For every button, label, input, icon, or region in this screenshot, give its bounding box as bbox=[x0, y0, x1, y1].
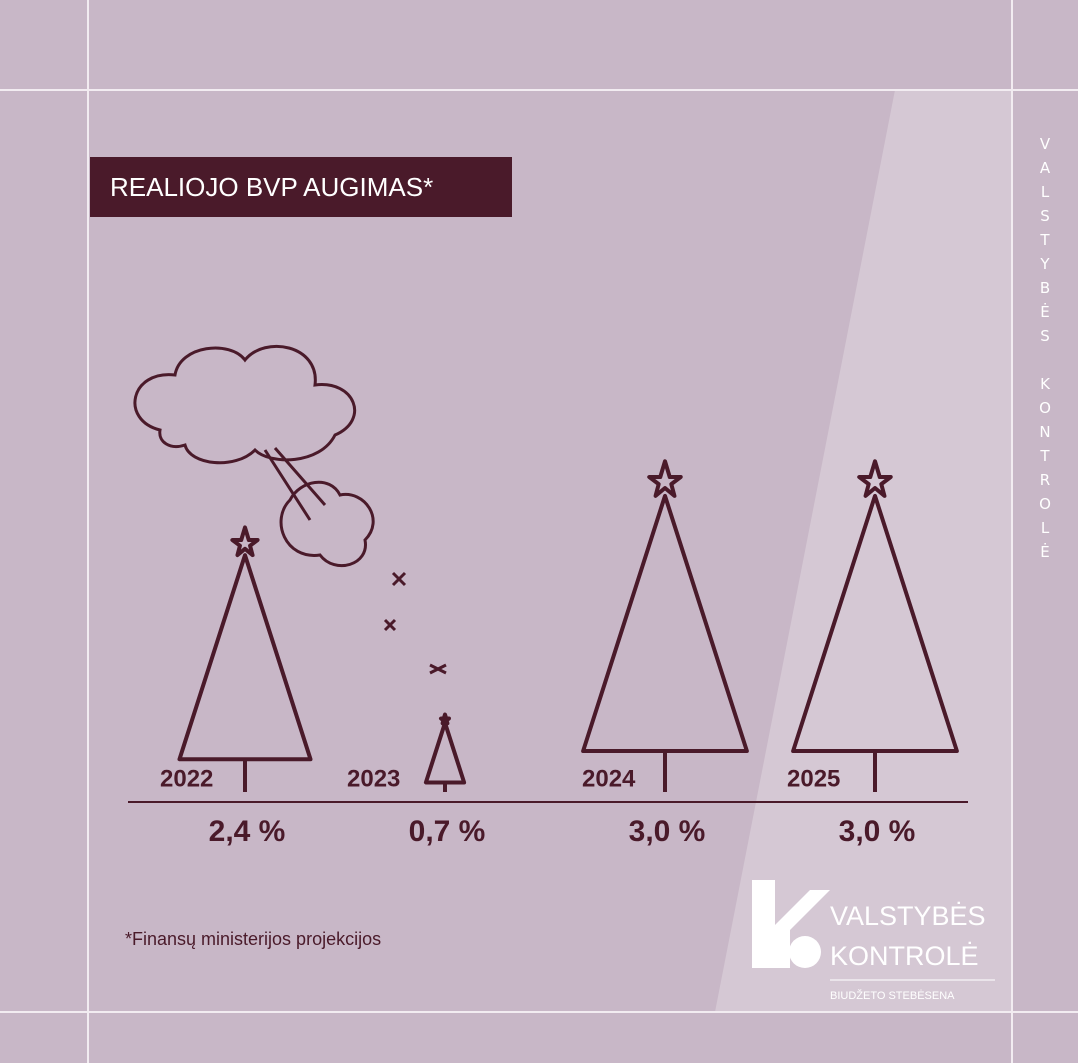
year-label: 2024 bbox=[582, 765, 636, 792]
page: REALIOJO BVP AUGIMAS* *Finansų ministeri… bbox=[0, 0, 1078, 1063]
footnote: *Finansų ministerijos projekcijos bbox=[125, 929, 381, 949]
year-label: 2023 bbox=[347, 765, 400, 792]
value-label: 3,0 % bbox=[629, 815, 706, 848]
value-label: 2,4 % bbox=[209, 815, 286, 848]
year-label: 2025 bbox=[787, 765, 840, 792]
chart-title: REALIOJO BVP AUGIMAS* bbox=[110, 172, 433, 202]
value-label: 0,7 % bbox=[409, 815, 486, 848]
chart: REALIOJO BVP AUGIMAS* *Finansų ministeri… bbox=[0, 0, 1078, 1063]
value-label: 3,0 % bbox=[839, 815, 916, 848]
logo-line2: KONTROLĖ bbox=[830, 940, 979, 971]
year-label: 2022 bbox=[160, 765, 213, 792]
logo-line1: VALSTYBĖS bbox=[830, 900, 986, 931]
logo-subtitle: BIUDŽETO STEBĖSENA bbox=[830, 989, 955, 1002]
logo-dot bbox=[789, 936, 821, 968]
side-text: VALSTYBĖS KONTROLĖ bbox=[1036, 135, 1054, 567]
